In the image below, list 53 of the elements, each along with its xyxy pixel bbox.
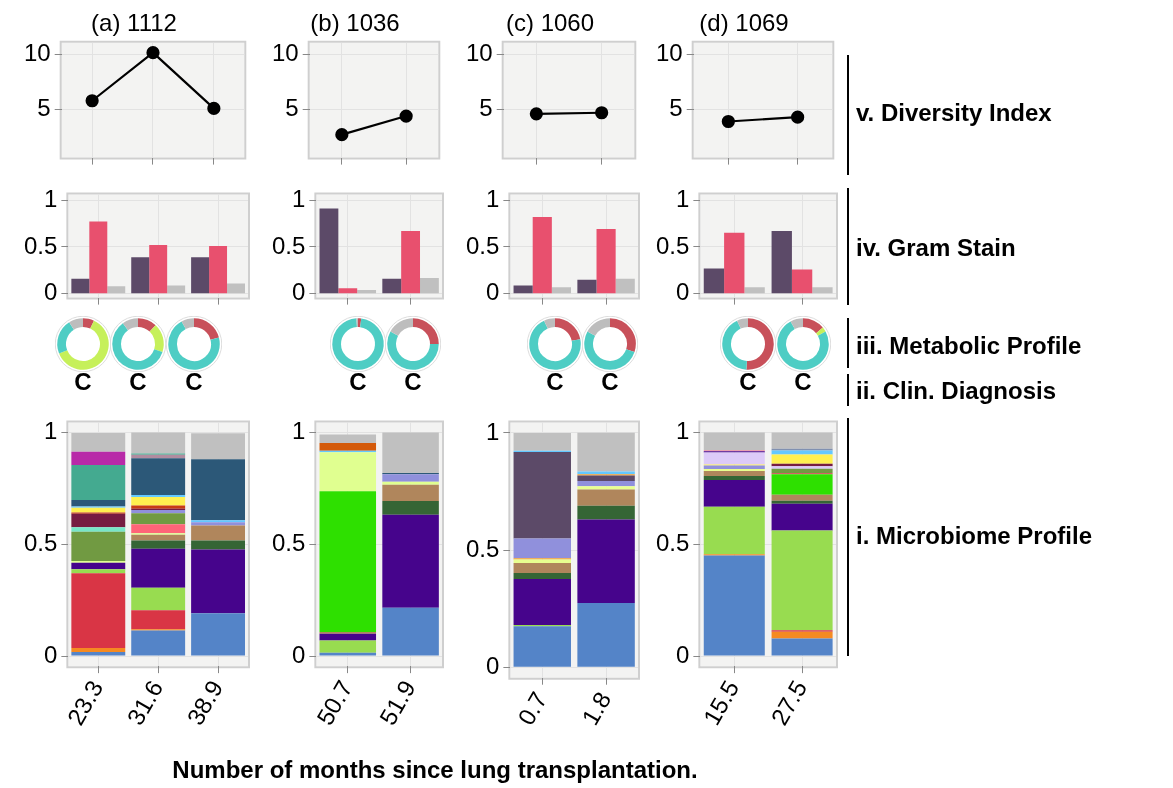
y-tick-label: 1 — [676, 184, 690, 212]
text: C — [739, 368, 757, 396]
y-tick-label: 0 — [676, 278, 690, 306]
x-tick-label: 0.7 — [512, 687, 553, 730]
y-tick-label: 0 — [292, 640, 306, 668]
text: iv. Gram Stain — [856, 234, 1016, 262]
text: C — [129, 368, 147, 396]
text: i. Microbiome Profile — [856, 522, 1093, 550]
chart-title: (c) 1060 — [505, 9, 595, 37]
text: iii. Metabolic Profile — [856, 332, 1082, 360]
y-tick-label: 0.5 — [655, 231, 690, 259]
text: C — [546, 368, 564, 396]
y-tick-label: 0 — [44, 278, 58, 306]
y-tick-label: 0.5 — [23, 528, 58, 556]
y-tick-label: 5 — [285, 94, 299, 122]
y-tick-label: 1 — [44, 417, 58, 445]
x-tick-label: 1.8 — [576, 687, 617, 730]
y-tick-label: 5 — [669, 94, 683, 122]
y-tick-label: 5 — [37, 94, 51, 122]
y-tick-label: 1 — [486, 417, 500, 445]
y-tick-label: 0 — [486, 651, 500, 679]
y-tick-label: 1 — [292, 417, 306, 445]
y-tick-label: 1 — [486, 184, 500, 212]
y-tick-label: 0.5 — [271, 528, 306, 556]
text: C — [185, 368, 203, 396]
text: ii. Clin. Diagnosis — [856, 377, 1057, 405]
chart-title: (d) 1069 — [699, 9, 789, 37]
y-tick-label: 1 — [292, 184, 306, 212]
y-tick-label: 1 — [676, 417, 690, 445]
text: C — [74, 368, 92, 396]
y-tick-label: 10 — [655, 39, 683, 67]
y-tick-label: 0.5 — [465, 534, 500, 562]
text: v. Diversity Index — [856, 99, 1052, 127]
y-tick-label: 0 — [676, 640, 690, 668]
chart-title: (a) 1112 — [91, 9, 177, 37]
text: C — [601, 368, 619, 396]
y-tick-label: 10 — [23, 39, 51, 67]
y-tick-label: 0 — [44, 640, 58, 668]
y-tick-label: 0.5 — [271, 231, 306, 259]
y-tick-label: 10 — [271, 39, 299, 67]
y-tick-label: 0.5 — [23, 231, 58, 259]
y-tick-label: 10 — [465, 39, 493, 67]
y-tick-label: 0 — [292, 278, 306, 306]
y-tick-label: 0.5 — [655, 528, 690, 556]
y-tick-label: 0 — [486, 278, 500, 306]
text: C — [404, 368, 422, 396]
text: C — [349, 368, 367, 396]
x-axis-title: Number of months since lung transplantation. — [172, 756, 698, 784]
text: C — [794, 368, 812, 396]
chart-title: (b) 1036 — [310, 9, 400, 37]
y-tick-label: 1 — [44, 184, 58, 212]
y-tick-label: 0.5 — [465, 231, 500, 259]
y-tick-label: 5 — [479, 94, 493, 122]
